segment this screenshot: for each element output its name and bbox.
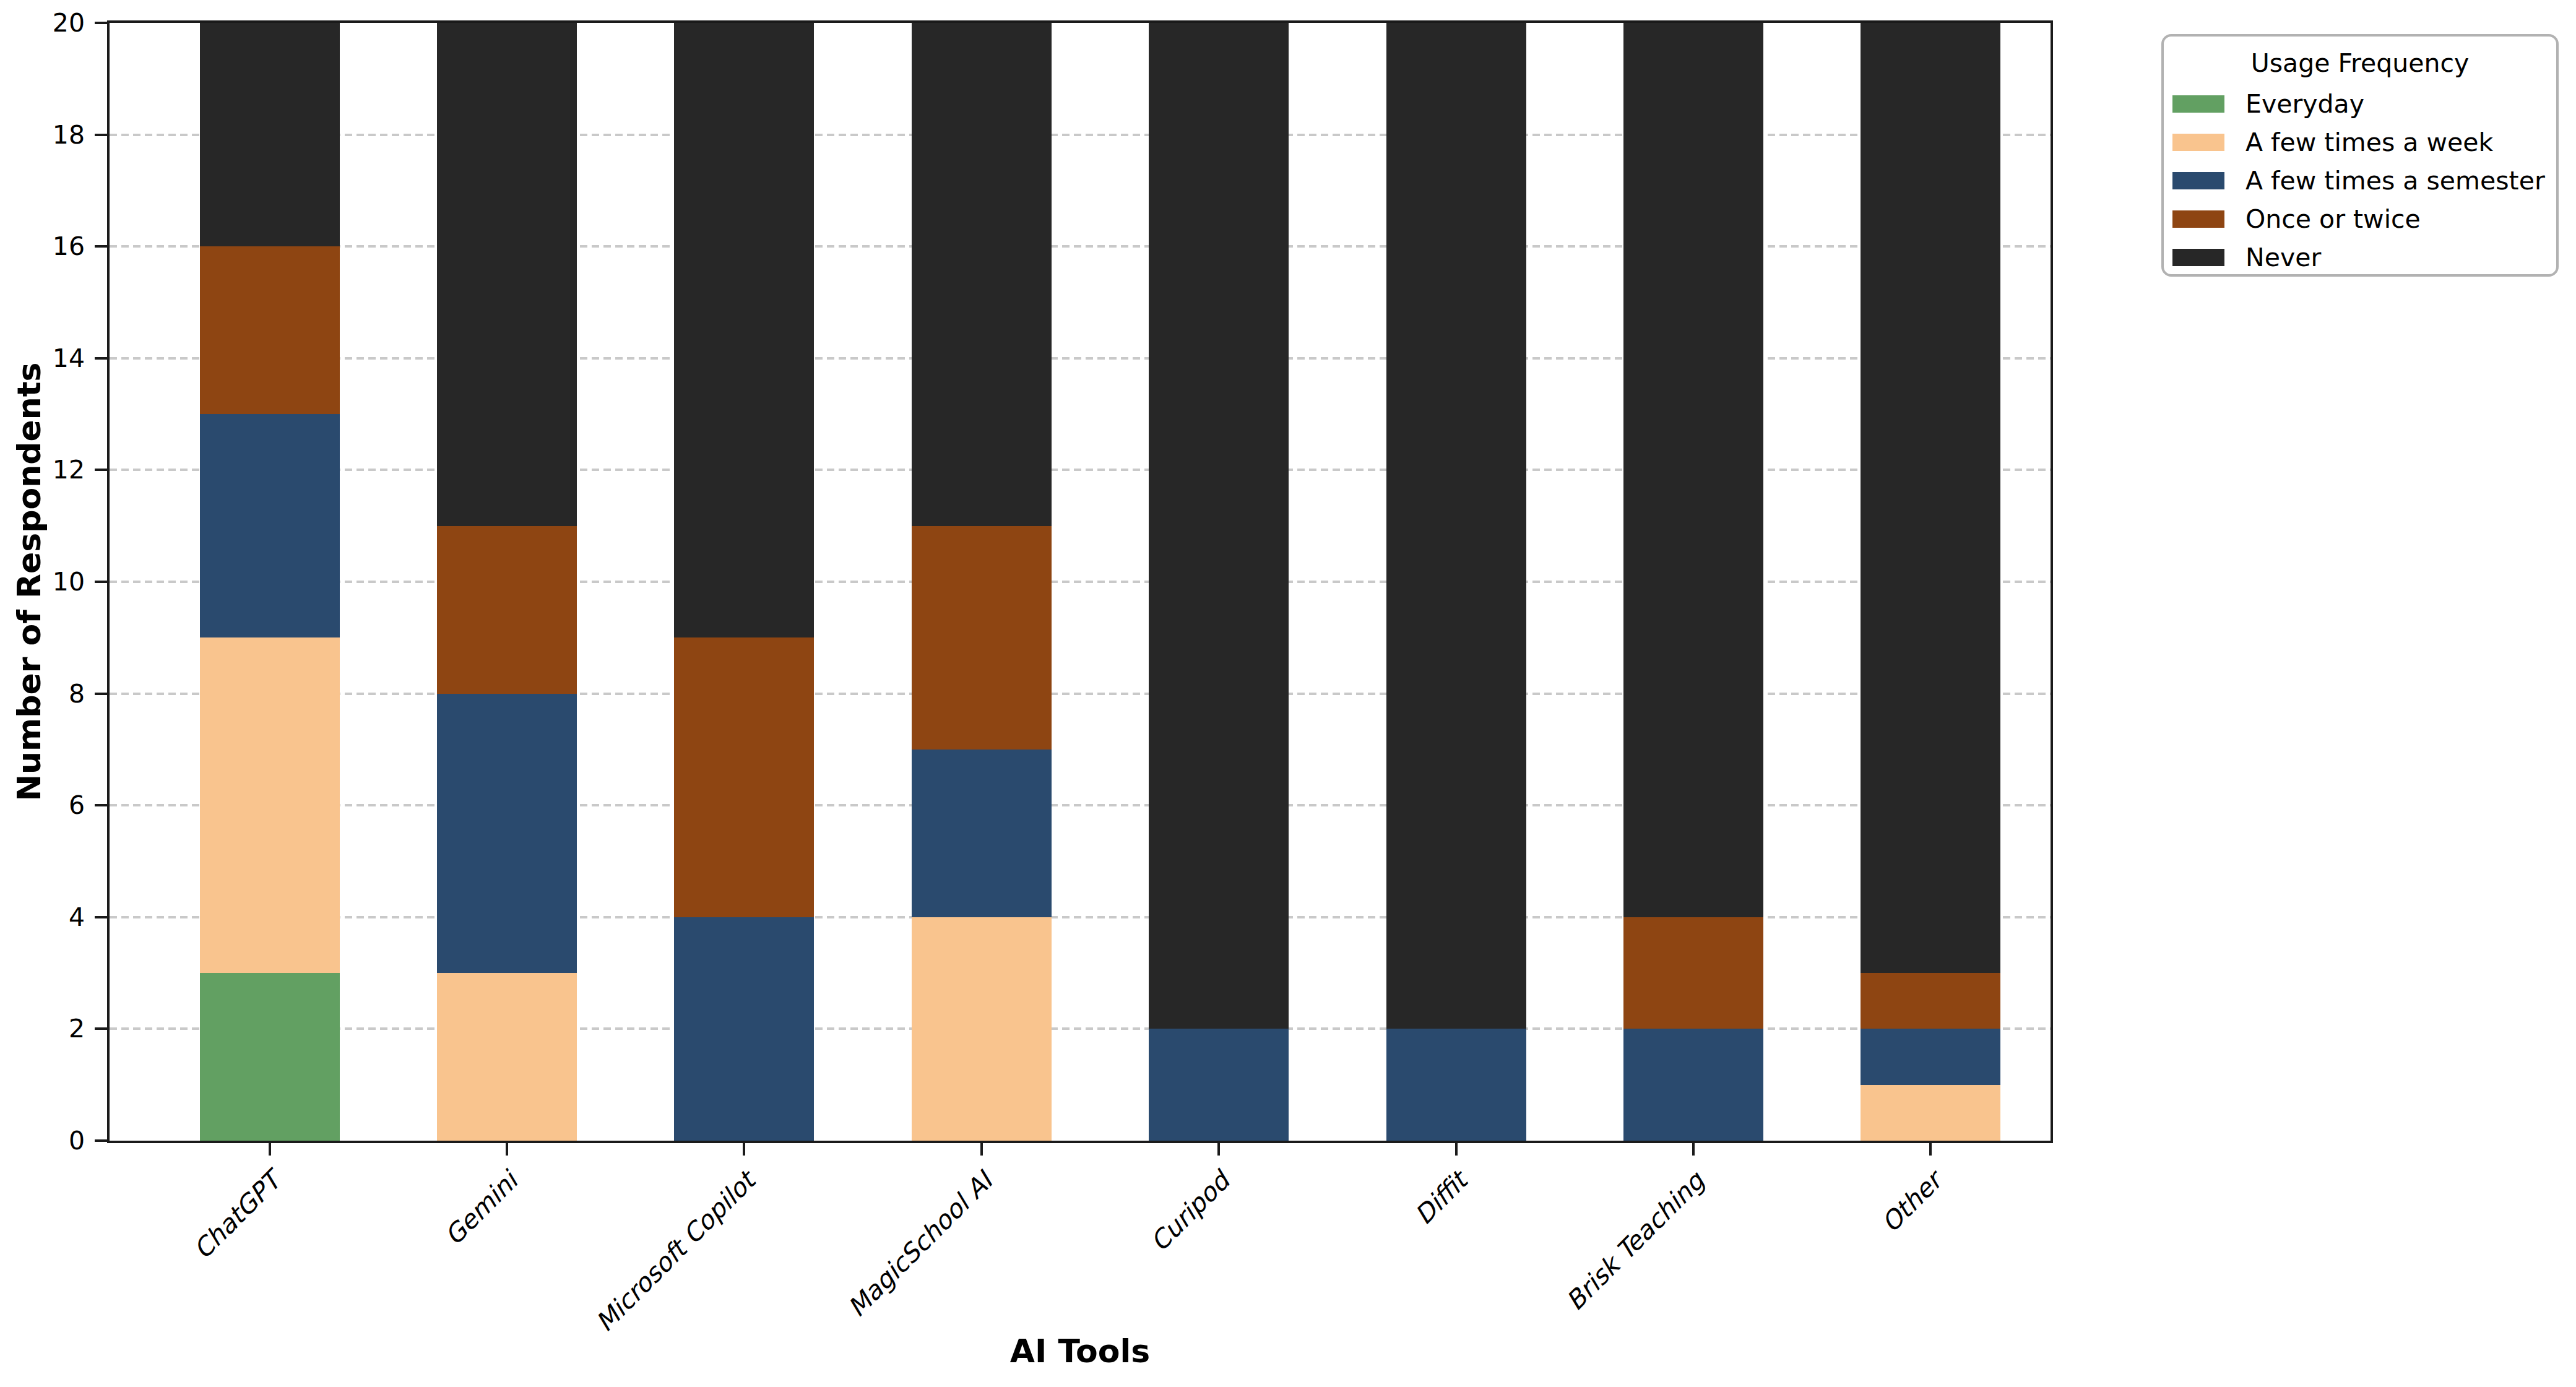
x-tick-label-7: Brisk Teaching (1560, 1167, 1709, 1316)
bar-segment-magicschool-ai (912, 23, 1052, 526)
legend-items: Everyday A few times a week A few times a … (2164, 85, 2556, 277)
y-tick-label-14: 14 (0, 344, 85, 373)
legend-title: Usage Frequency (2164, 48, 2556, 79)
x-tick-label-4: MagicSchool AI (842, 1167, 998, 1323)
y-tick-label-12: 12 (0, 455, 85, 485)
bar-segment-microsoft-copilot (674, 637, 814, 917)
y-tick-mark-6 (95, 804, 107, 806)
bar-segment-brisk-teaching (1623, 23, 1763, 917)
y-tick-mark-12 (95, 469, 107, 471)
bar-segment-magicschool-ai (912, 750, 1052, 917)
chart-figure: Number of Respondents 02468101214161820 … (0, 0, 2576, 1387)
legend-item: Everyday (2164, 85, 2556, 123)
y-tick-mark-18 (95, 134, 107, 136)
y-tick-mark-14 (95, 357, 107, 360)
bar-segment-other (1861, 23, 2000, 973)
bar-segment-curipod (1149, 23, 1289, 1029)
bar-segment-brisk-teaching (1623, 1029, 1763, 1141)
y-tick-label-8: 8 (0, 679, 85, 709)
x-tick-mark-3 (743, 1143, 745, 1156)
x-tick-label-8: Other (1876, 1167, 1947, 1238)
x-tick-label-5: Curipod (1145, 1167, 1235, 1257)
legend: Usage Frequency Everyday A few times a we… (2161, 34, 2559, 277)
legend-item-label: A few times a semester (2245, 166, 2545, 196)
x-tick-mark-8 (1929, 1143, 1932, 1156)
legend-swatch-icon (2172, 172, 2224, 189)
x-tick-mark-6 (1455, 1143, 1458, 1156)
x-tick-mark-1 (269, 1143, 271, 1156)
x-axis-title: AI Tools (1010, 1333, 1150, 1370)
legend-item-label: Everyday (2245, 89, 2364, 119)
y-tick-label-20: 20 (0, 8, 85, 38)
legend-swatch-icon (2172, 95, 2224, 113)
x-tick-mark-2 (506, 1143, 508, 1156)
legend-item-label: A few times a week (2245, 127, 2493, 157)
x-tick-mark-4 (980, 1143, 983, 1156)
bar-segment-magicschool-ai (912, 526, 1052, 750)
bar-segment-chatgpt (200, 23, 340, 246)
legend-item-label: Never (2245, 243, 2321, 272)
legend-swatch-icon (2172, 134, 2224, 151)
bar-segment-gemini (437, 973, 577, 1141)
bar-segment-microsoft-copilot (674, 23, 814, 637)
plot-area: 02468101214161820 ChatGPTGeminiMicrosoft… (107, 20, 2053, 1143)
y-tick-mark-2 (95, 1027, 107, 1030)
y-tick-label-16: 16 (0, 231, 85, 261)
bar-segment-magicschool-ai (912, 917, 1052, 1141)
bar-segment-other (1861, 1029, 2000, 1084)
x-tick-label-6: Diffit (1409, 1167, 1472, 1230)
y-tick-label-6: 6 (0, 790, 85, 820)
y-tick-label-0: 0 (0, 1126, 85, 1156)
bar-segment-gemini (437, 526, 577, 694)
bar-segment-chatgpt (200, 414, 340, 637)
bar-segment-diffit (1386, 23, 1526, 1029)
x-tick-mark-5 (1217, 1143, 1220, 1156)
y-tick-mark-4 (95, 916, 107, 918)
legend-swatch-icon (2172, 210, 2224, 228)
bar-segment-other (1861, 1085, 2000, 1141)
legend-item: A few times a semester (2164, 162, 2556, 200)
x-tick-label-2: Gemini (439, 1167, 524, 1251)
y-tick-label-18: 18 (0, 120, 85, 150)
bar-segment-other (1861, 973, 2000, 1029)
bar-segment-gemini (437, 23, 577, 526)
x-tick-label-3: Microsoft Copilot (590, 1167, 761, 1337)
bar-segment-brisk-teaching (1623, 917, 1763, 1029)
bar-segment-microsoft-copilot (674, 917, 814, 1141)
y-tick-label-10: 10 (0, 567, 85, 597)
bar-segment-chatgpt (200, 246, 340, 414)
legend-item: A few times a week (2164, 123, 2556, 162)
y-tick-mark-20 (95, 22, 107, 24)
y-tick-mark-16 (95, 245, 107, 248)
bar-segment-diffit (1386, 1029, 1526, 1141)
legend-item: Never (2164, 238, 2556, 277)
bar-segment-curipod (1149, 1029, 1289, 1141)
y-tick-label-2: 2 (0, 1014, 85, 1043)
y-tick-mark-8 (95, 693, 107, 695)
legend-swatch-icon (2172, 249, 2224, 266)
bar-segment-gemini (437, 694, 577, 974)
y-tick-label-4: 4 (0, 902, 85, 932)
y-tick-mark-0 (95, 1139, 107, 1142)
y-tick-mark-10 (95, 581, 107, 583)
x-tick-mark-7 (1692, 1143, 1695, 1156)
bar-segment-chatgpt (200, 973, 340, 1141)
legend-item: Once or twice (2164, 200, 2556, 238)
legend-item-label: Once or twice (2245, 204, 2421, 234)
plot-inner: 02468101214161820 ChatGPTGeminiMicrosoft… (110, 23, 2051, 1141)
x-tick-label-1: ChatGPT (188, 1167, 286, 1264)
bar-segment-chatgpt (200, 637, 340, 973)
